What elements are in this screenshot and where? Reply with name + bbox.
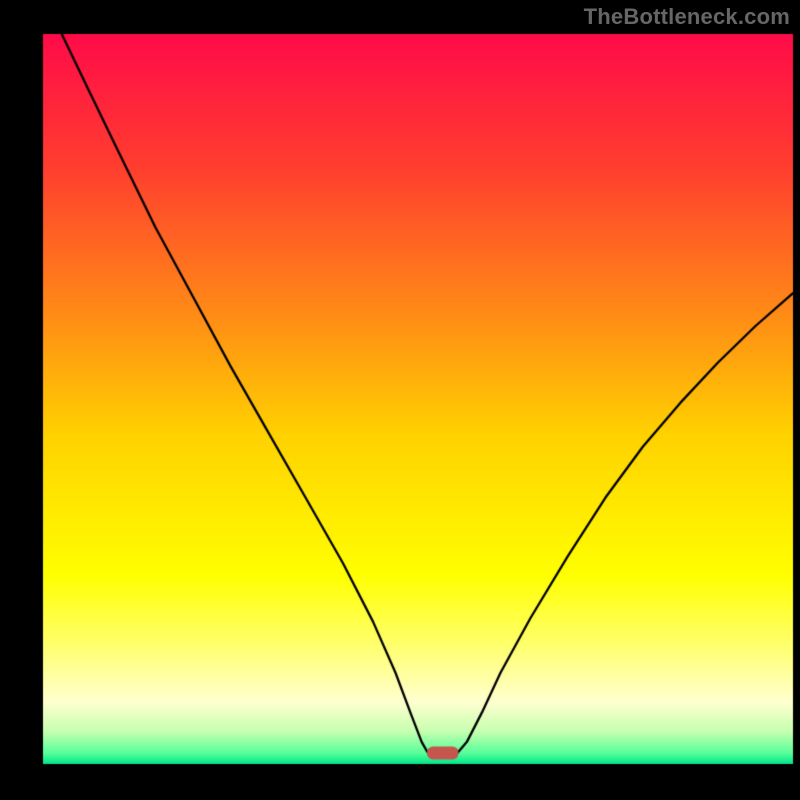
watermark-label: TheBottleneck.com (584, 4, 790, 30)
bottleneck-chart (0, 0, 800, 800)
